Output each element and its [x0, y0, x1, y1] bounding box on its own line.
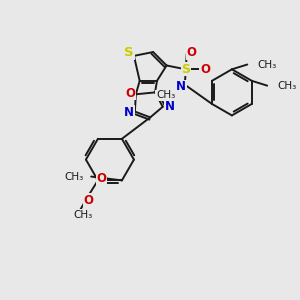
Text: N: N	[164, 100, 175, 113]
Text: O: O	[200, 63, 210, 76]
Text: O: O	[125, 87, 135, 100]
Text: N: N	[176, 80, 186, 93]
Text: N: N	[124, 106, 134, 119]
Text: CH₃: CH₃	[73, 210, 92, 220]
Text: CH₃: CH₃	[156, 90, 175, 100]
Text: O: O	[83, 194, 93, 207]
Text: O: O	[187, 46, 196, 59]
Text: S: S	[124, 46, 134, 59]
Text: CH₃: CH₃	[278, 81, 297, 91]
Text: S: S	[181, 63, 190, 76]
Text: CH₃: CH₃	[258, 59, 277, 70]
Text: CH₃: CH₃	[64, 172, 83, 182]
Text: O: O	[97, 172, 107, 185]
